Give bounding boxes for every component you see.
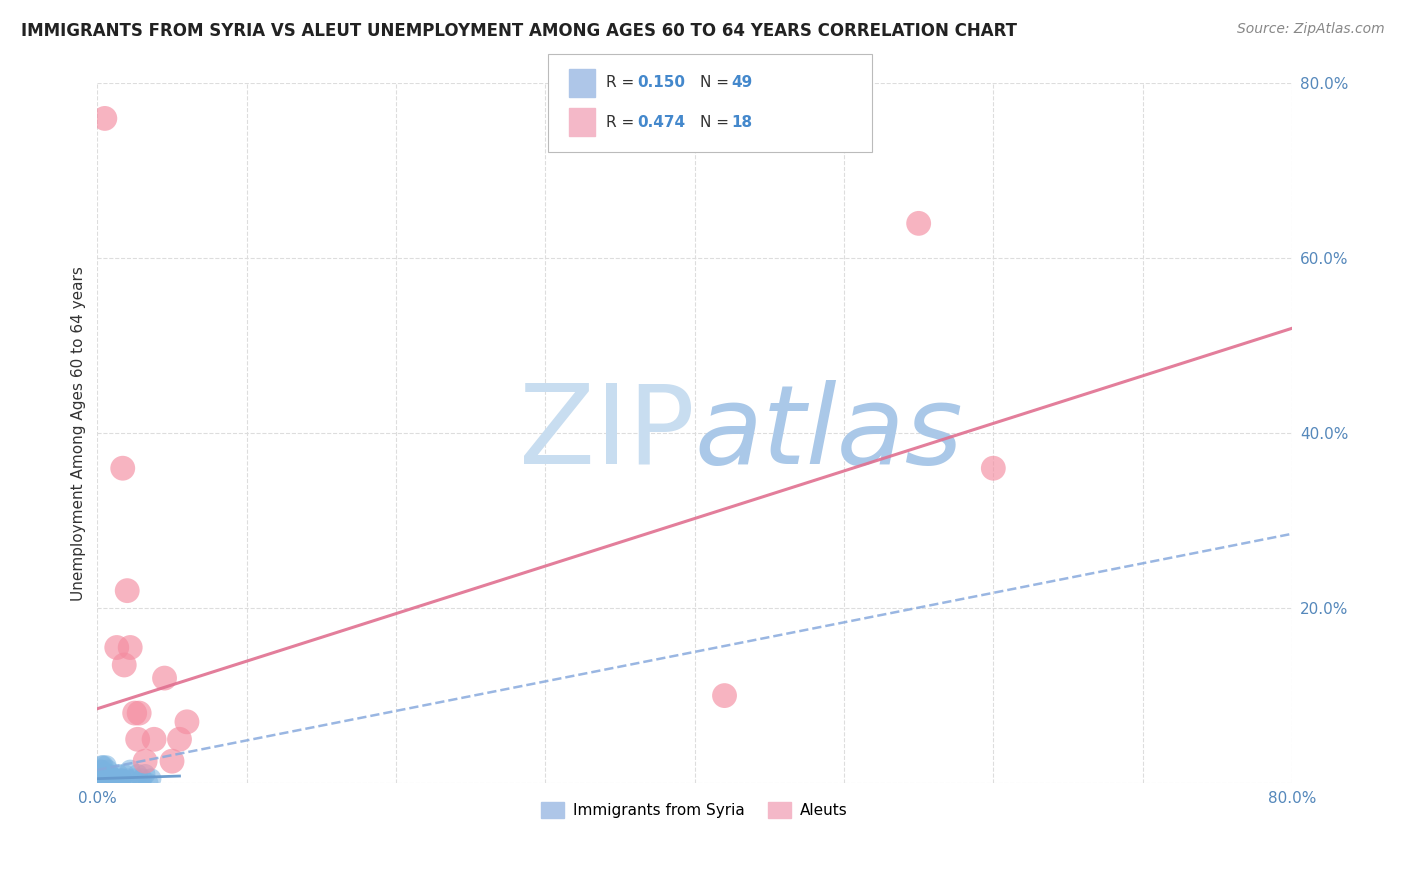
Point — [98, 776, 121, 790]
Text: N =: N = — [700, 115, 734, 129]
Point — [105, 776, 128, 790]
Text: 18: 18 — [731, 115, 752, 129]
Point — [94, 772, 117, 786]
Point — [100, 772, 122, 786]
Point — [112, 657, 135, 672]
Point — [176, 714, 198, 729]
Point — [94, 112, 117, 126]
Point — [105, 640, 128, 655]
Point — [124, 772, 146, 786]
Point — [90, 758, 112, 772]
Point — [131, 772, 153, 786]
Text: IMMIGRANTS FROM SYRIA VS ALEUT UNEMPLOYMENT AMONG AGES 60 TO 64 YEARS CORRELATIO: IMMIGRANTS FROM SYRIA VS ALEUT UNEMPLOYM… — [21, 22, 1017, 40]
Point — [91, 772, 114, 786]
Point — [89, 763, 111, 777]
Point — [107, 767, 129, 781]
Point — [143, 732, 166, 747]
Text: N =: N = — [700, 76, 734, 90]
Point — [89, 772, 111, 786]
Text: Source: ZipAtlas.com: Source: ZipAtlas.com — [1237, 22, 1385, 37]
Point — [96, 767, 118, 781]
Point — [124, 706, 146, 720]
Point — [96, 758, 118, 772]
Text: R =: R = — [606, 76, 640, 90]
Point — [136, 776, 159, 790]
Text: 49: 49 — [731, 76, 752, 90]
Point — [90, 776, 112, 790]
Point — [90, 763, 112, 777]
Point — [107, 776, 129, 790]
Point — [713, 689, 735, 703]
Point — [91, 758, 114, 772]
Point — [103, 776, 125, 790]
Point — [139, 772, 162, 786]
Point — [111, 461, 134, 475]
Point — [98, 767, 121, 781]
Text: 0.150: 0.150 — [637, 76, 685, 90]
Point — [101, 776, 124, 790]
Point — [115, 583, 138, 598]
Point — [89, 776, 111, 790]
Point — [100, 772, 122, 786]
Text: 0.474: 0.474 — [637, 115, 685, 129]
Point — [907, 216, 929, 230]
Point — [87, 776, 110, 790]
Text: R =: R = — [606, 115, 640, 129]
Point — [110, 772, 132, 786]
Point — [134, 767, 156, 781]
Point — [96, 767, 118, 781]
Point — [91, 776, 114, 790]
Point — [981, 461, 1004, 475]
Point — [87, 776, 110, 790]
Point — [169, 732, 191, 747]
Point — [128, 706, 150, 720]
Point — [129, 776, 152, 790]
Point — [120, 640, 142, 655]
Point — [101, 776, 124, 790]
Point — [134, 754, 156, 768]
Point — [94, 776, 117, 790]
Point — [89, 776, 111, 790]
Point — [108, 776, 131, 790]
Point — [90, 772, 112, 786]
Point — [104, 772, 127, 786]
Point — [112, 767, 135, 781]
Point — [91, 772, 114, 786]
Point — [110, 772, 132, 786]
Legend: Immigrants from Syria, Aleuts: Immigrants from Syria, Aleuts — [536, 797, 853, 824]
Y-axis label: Unemployment Among Ages 60 to 64 years: Unemployment Among Ages 60 to 64 years — [72, 266, 86, 600]
Point — [115, 772, 138, 786]
Point — [103, 772, 125, 786]
Text: ZIP: ZIP — [519, 380, 695, 487]
Point — [97, 763, 120, 777]
Point — [127, 732, 149, 747]
Point — [120, 763, 142, 777]
Point — [90, 767, 112, 781]
Point — [160, 754, 183, 768]
Point — [104, 772, 127, 786]
Point — [127, 767, 149, 781]
Text: atlas: atlas — [695, 380, 963, 487]
Point — [97, 772, 120, 786]
Point — [153, 671, 176, 685]
Point — [94, 776, 117, 790]
